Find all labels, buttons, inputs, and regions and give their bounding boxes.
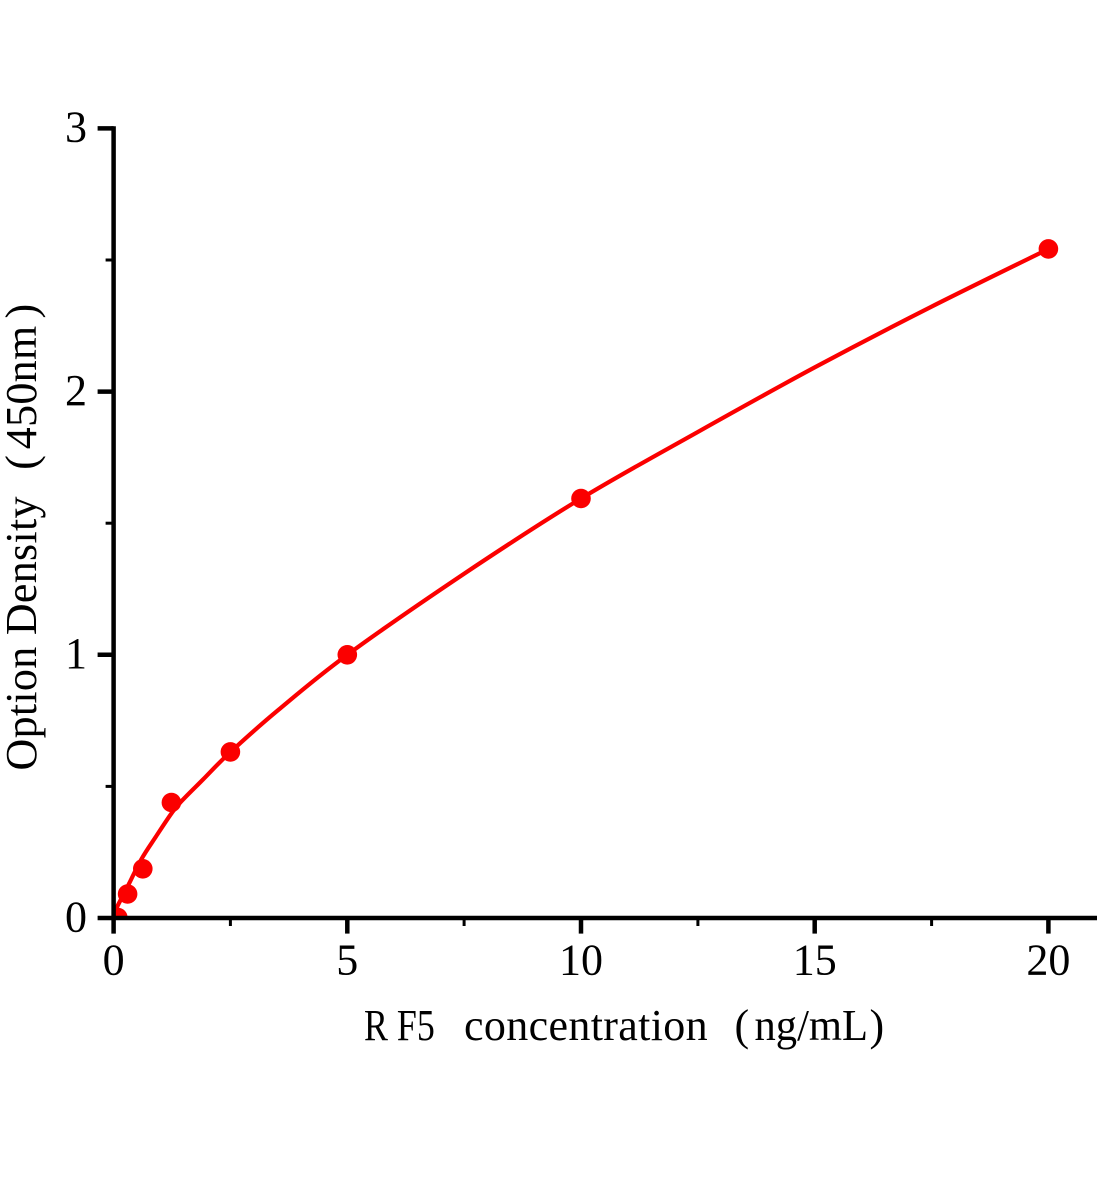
svg-text:): )	[870, 1001, 885, 1050]
svg-text:(: (	[735, 1001, 750, 1050]
svg-text:1: 1	[65, 629, 87, 678]
svg-text:Option Density(450nm): Option Density(450nm)	[0, 304, 46, 771]
svg-text:concentration: concentration	[464, 1001, 708, 1050]
svg-text:5: 5	[336, 936, 358, 985]
svg-text:R F5: R F5	[364, 1001, 435, 1050]
svg-text:0: 0	[103, 936, 125, 985]
svg-text:0: 0	[65, 892, 87, 941]
svg-text:3: 3	[65, 103, 87, 152]
svg-text:20: 20	[1026, 936, 1070, 985]
svg-text:15: 15	[793, 936, 837, 985]
svg-text:2: 2	[65, 366, 87, 415]
svg-text:ng/mL: ng/mL	[755, 1001, 869, 1050]
svg-text:10: 10	[559, 936, 603, 985]
